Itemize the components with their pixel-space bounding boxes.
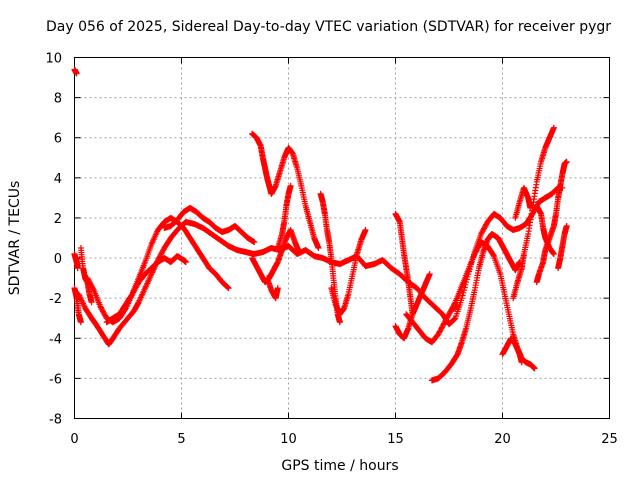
axis-ticks: [74, 57, 610, 419]
data-points: [71, 66, 570, 384]
y-tick-label: 2: [54, 212, 62, 227]
y-tick-label: 6: [54, 132, 62, 147]
y-tick-labels: -8 -6 -4 -2 0 2 4 6 8 10: [45, 52, 62, 428]
x-tick-label: 0: [70, 432, 78, 447]
x-axis-label: GPS time / hours: [281, 458, 398, 474]
y-tick-label: -2: [49, 292, 62, 307]
x-tick-labels: 0 5 10 15 20 25: [70, 432, 617, 447]
x-tick-label: 15: [387, 432, 404, 447]
y-tick-label: -4: [49, 332, 62, 347]
x-tick-label: 10: [280, 432, 297, 447]
y-axis-label: SDTVAR / TECUs: [7, 181, 23, 296]
y-tick-label: 10: [45, 52, 62, 67]
y-tick-label: -6: [49, 372, 62, 387]
y-tick-label: -8: [49, 413, 62, 428]
y-tick-label: 0: [54, 252, 62, 267]
y-tick-label: 8: [54, 92, 62, 107]
grid: [74, 57, 610, 419]
plus-markers: [71, 66, 570, 384]
y-tick-label: 4: [54, 172, 62, 187]
x-tick-label: 5: [177, 432, 185, 447]
chart-title: Day 056 of 2025, Sidereal Day-to-day VTE…: [46, 19, 611, 35]
x-tick-label: 20: [494, 432, 511, 447]
plot-frame: [74, 57, 610, 419]
x-tick-label: 25: [601, 432, 618, 447]
